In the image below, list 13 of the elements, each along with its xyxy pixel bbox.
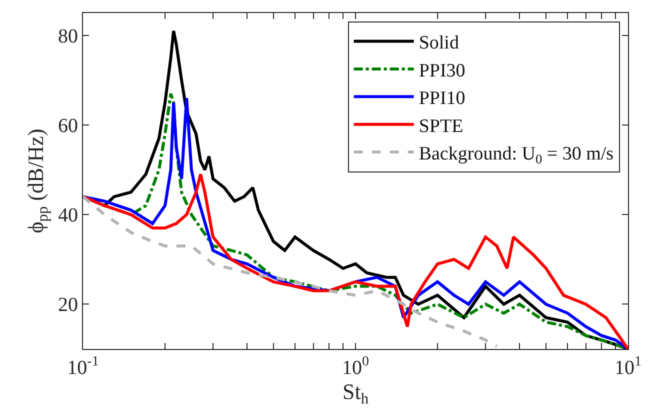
y-tick-label: 60 (58, 115, 78, 137)
legend-label: PPI30 (418, 60, 466, 82)
legend-label: SPTE (418, 116, 464, 137)
y-tick-label: 20 (58, 294, 78, 316)
x-tick-label: 10$^{0}$ (342, 354, 369, 379)
y-tick-label: 40 (58, 204, 78, 227)
x-axis-title: St$_{h}$ (342, 379, 369, 408)
x-tick-label: 10$^{-1}$ (67, 354, 99, 379)
x-tick-label: 10$^{1}$ (614, 354, 642, 379)
legend-label: Background: U$_{0}$ = 30 m/s (418, 143, 614, 166)
y-tick-label: 80 (58, 25, 78, 48)
legend-label: Solid (418, 32, 460, 54)
legend-label: PPI10 (418, 88, 466, 110)
